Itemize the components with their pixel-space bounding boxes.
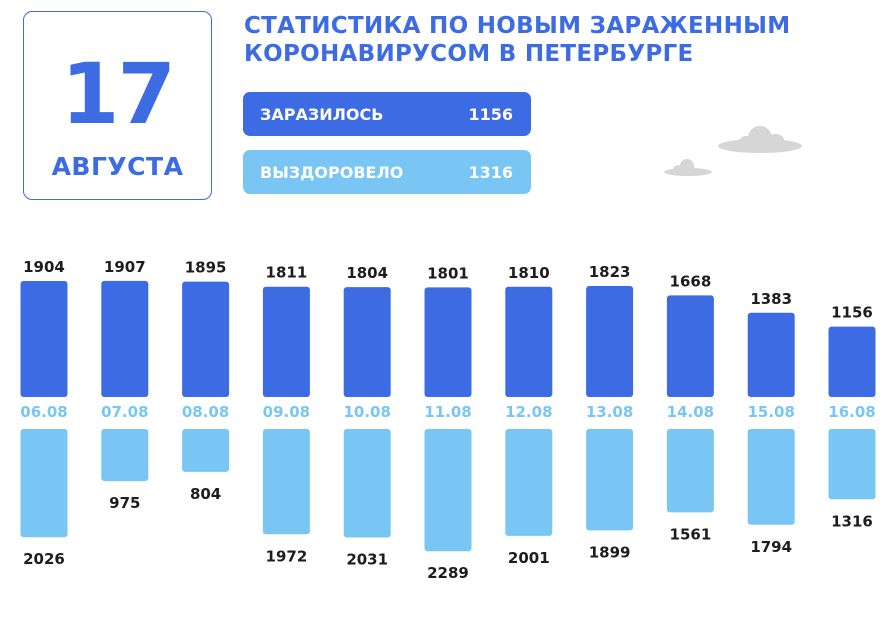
recovered-value-label: 2289 [427,564,469,582]
recovered-value-label: 2031 [346,550,388,568]
infected-value-label: 1156 [831,304,873,322]
date-label: 15.08 [747,403,794,421]
recovered-bar [101,429,149,482]
recovered-bar [182,429,230,472]
recovered-label: ВЫЗДОРОВЕЛО [260,163,404,182]
recovered-value-label: 804 [190,485,221,503]
recovered-bar [505,429,553,536]
title-line-2: КОРОНАВИРУСОМ В ПЕТЕРБУРГЕ [244,41,694,67]
recovered-value: 1316 [468,163,513,182]
date-day: 17 [61,45,176,143]
infected-value: 1156 [468,105,513,124]
recovered-value-label: 1899 [589,543,631,561]
recovered-value-label: 975 [109,494,140,512]
infected-bar [828,326,876,397]
infected-bar [20,281,68,397]
recovered-value-label: 1972 [266,547,308,565]
infected-bar [586,285,634,397]
date-label: 06.08 [20,403,67,421]
recovered-value-label: 1794 [750,538,792,556]
title-line-1: СТАТИСТИКА ПО НОВЫМ ЗАРАЖЕННЫМ [244,13,791,39]
date-label: 14.08 [667,403,714,421]
date-label: 09.08 [263,403,310,421]
recovered-bar [262,429,310,535]
recovered-bar [424,429,472,552]
recovered-value-label: 2026 [23,550,65,568]
infected-value-label: 1801 [427,264,469,282]
recovered-summary: ВЫЗДОРОВЕЛО 1316 [243,150,531,194]
recovered-bar [586,429,634,531]
infected-value-label: 1804 [346,264,388,282]
date-label: 12.08 [505,403,552,421]
infected-value-label: 1383 [750,290,792,308]
page-title: СТАТИСТИКА ПО НОВЫМ ЗАРАЖЕННЫМ КОРОНАВИР… [244,12,844,68]
infected-bar [262,286,310,397]
infected-value-label: 1810 [508,264,550,282]
recovered-bar [20,429,68,538]
recovered-bar [828,429,876,500]
date-label: 07.08 [101,403,148,421]
date-month: АВГУСТА [51,152,184,181]
date-card: 17 АВГУСТА [23,11,212,200]
date-label: 11.08 [424,403,471,421]
infected-value-label: 1823 [589,263,631,281]
infected-bar [424,287,472,397]
infected-bar [666,295,714,397]
recovered-value-label: 2001 [508,549,550,567]
recovered-bar [666,429,714,513]
infected-bar [505,286,553,397]
infected-bar [182,281,230,397]
date-label: 13.08 [586,403,633,421]
recovered-bar [747,429,795,525]
bar-chart: 1904 06.08 2026 1907 07.08 975 1895 08.08 804 181… [20,258,876,582]
cloud-icon [664,126,802,176]
infected-bar [343,287,391,397]
infected-value-label: 1895 [185,259,227,277]
infected-summary: ЗАРАЗИЛОСЬ 1156 [243,92,531,136]
infected-bar [747,312,795,397]
recovered-value-label: 1561 [670,525,712,543]
date-label: 16.08 [828,403,875,421]
infected-value-label: 1668 [670,272,712,290]
recovered-bar [343,429,391,538]
infected-bar [101,280,149,397]
infected-value-label: 1907 [104,258,146,276]
recovered-value-label: 1316 [831,512,873,530]
infected-value-label: 1904 [23,258,65,276]
date-label: 08.08 [182,403,229,421]
infected-value-label: 1811 [266,264,308,282]
infected-label: ЗАРАЗИЛОСЬ [260,105,384,124]
date-label: 10.08 [343,403,390,421]
